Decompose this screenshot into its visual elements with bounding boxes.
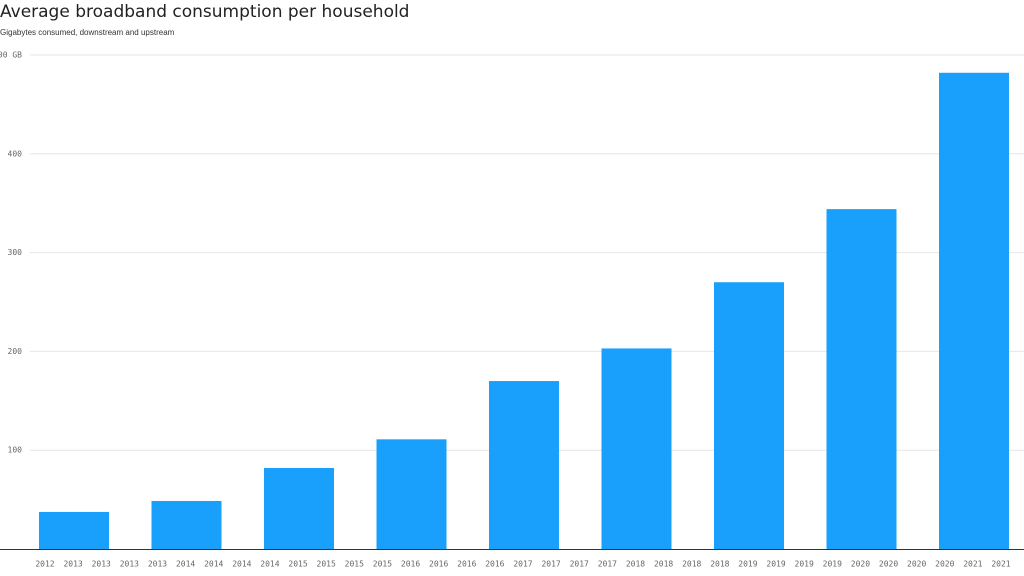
x-tick-label: 2014: [232, 560, 251, 569]
x-tick-label: 2020: [851, 560, 870, 569]
x-tick-label: 2017: [541, 560, 560, 569]
bar: [714, 282, 784, 549]
x-tick-label: 2018: [710, 560, 729, 569]
x-tick-label: 2017: [513, 560, 532, 569]
x-tick-label: 2019: [738, 560, 757, 569]
x-tick-label: 2021: [991, 560, 1010, 569]
x-tick-label: 2014: [176, 560, 195, 569]
x-tick-label: 2020: [879, 560, 898, 569]
x-tick-label: 2016: [401, 560, 420, 569]
y-tick-label: 200: [8, 347, 23, 356]
x-tick-label: 2021: [963, 560, 982, 569]
x-tick-label: 2012: [35, 560, 54, 569]
x-tick-label: 2015: [373, 560, 392, 569]
x-tick-label: 2019: [766, 560, 785, 569]
x-tick-label: 2020: [935, 560, 954, 569]
y-tick-label: 100: [8, 446, 23, 455]
x-tick-label: 2016: [485, 560, 504, 569]
x-tick-label: 2014: [204, 560, 223, 569]
bar: [39, 511, 109, 549]
y-tick-label: 500 GB: [0, 51, 22, 60]
x-tick-label: 2016: [457, 560, 476, 569]
bar: [489, 381, 559, 549]
x-tick-label: 2013: [120, 560, 139, 569]
chart-subtitle: Gigabytes consumed, downstream and upstr…: [0, 28, 175, 37]
x-tick-label: 2019: [823, 560, 842, 569]
x-tick-label: 2013: [148, 560, 167, 569]
x-tick-label: 2017: [570, 560, 589, 569]
x-tick-label: 2015: [288, 560, 307, 569]
x-tick-label: 2013: [63, 560, 82, 569]
bar: [601, 348, 672, 549]
x-tick-label: 2013: [92, 560, 111, 569]
x-tick-label: 2016: [429, 560, 448, 569]
x-tick-label: 2020: [907, 560, 926, 569]
x-tick-label: 2018: [626, 560, 645, 569]
bar: [376, 439, 447, 549]
bar: [151, 500, 222, 549]
y-tick-label: 400: [8, 149, 23, 158]
x-tick-label: 2019: [795, 560, 814, 569]
x-tick-label: 2014: [260, 560, 279, 569]
chart-title: Average broadband consumption per househ…: [0, 2, 409, 22]
x-tick-label: 2017: [598, 560, 617, 569]
x-tick-label: 2015: [345, 560, 364, 569]
y-tick-label: 300: [8, 248, 23, 257]
bar: [939, 72, 1009, 549]
x-tick-label: 2018: [682, 560, 701, 569]
x-tick-label: 2015: [317, 560, 336, 569]
bar: [264, 467, 334, 549]
x-tick-label: 2018: [654, 560, 673, 569]
bar: [826, 209, 897, 550]
